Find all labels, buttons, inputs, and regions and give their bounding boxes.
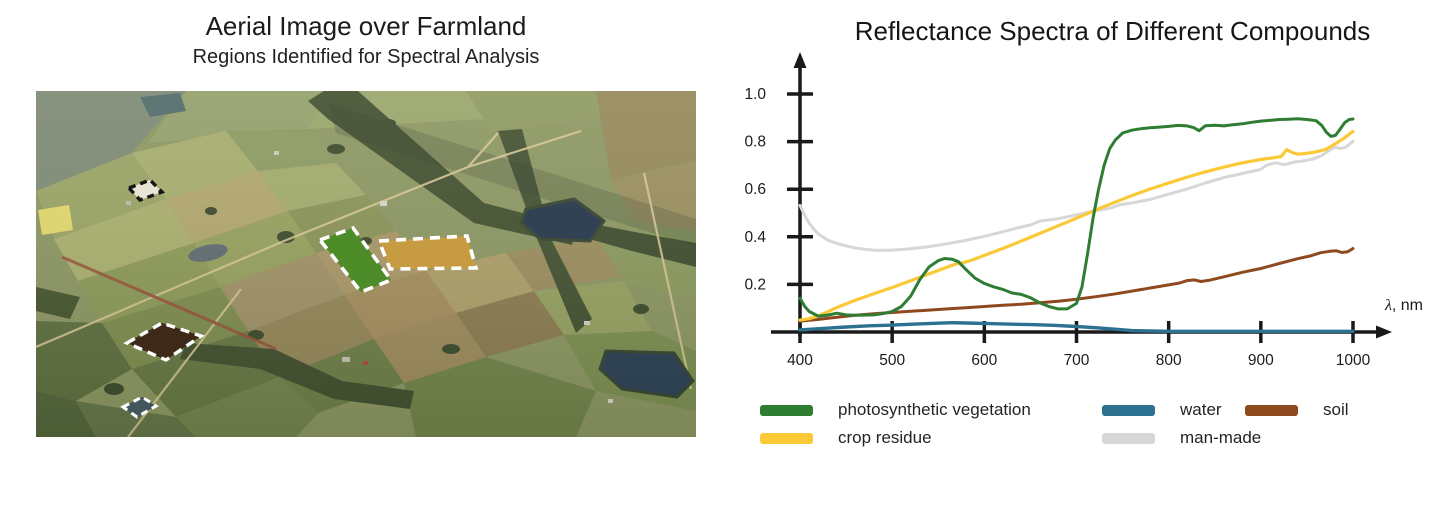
legend-item-water: water <box>1102 400 1222 420</box>
y-tick-label-0.8: 0.8 <box>744 134 766 151</box>
series-water <box>798 321 1355 333</box>
legend-label: photosynthetic vegetation <box>838 400 1031 419</box>
aerial-subtitle: Regions Identified for Spectral Analysis <box>192 45 540 68</box>
x-tick-label-800: 800 <box>1156 352 1182 369</box>
reflectance-chart: 400 500 600 700 800 900 1000 0.2 0.4 0.6 0.8 1.0 λ,… <box>744 52 1423 369</box>
legend-item-crop-residue: crop residue <box>760 428 932 448</box>
legend-swatch-photosynthetic-vegetation <box>760 404 813 416</box>
legend-swatch-man-made <box>1102 432 1155 444</box>
x-tick-label-600: 600 <box>971 352 997 369</box>
chart-legend: photosynthetic vegetation water soil crop r… <box>760 396 1430 458</box>
y-tick-label-0.4: 0.4 <box>744 229 766 246</box>
legend-swatch-crop-residue <box>760 432 813 444</box>
region-man-made <box>126 178 166 202</box>
legend-label: soil <box>1323 400 1349 419</box>
aerial-title: Aerial Image over Farmland <box>205 11 527 41</box>
y-tick-label-1: 1.0 <box>744 86 766 103</box>
x-tick-label-1000: 1000 <box>1336 352 1371 369</box>
region-water <box>120 395 159 419</box>
x-tick-label-900: 900 <box>1248 352 1274 369</box>
aerial-photo <box>36 91 696 437</box>
x-tick-label-400: 400 <box>787 352 813 369</box>
legend-item-photosynthetic-vegetation: photosynthetic vegetation <box>760 400 1031 420</box>
legend-item-soil: soil <box>1245 400 1349 420</box>
region-photosynthetic-vegetation <box>317 225 394 295</box>
x-tick-label-500: 500 <box>879 352 905 369</box>
series-photosynthetic-vegetation <box>798 117 1355 318</box>
legend-label: water <box>1180 400 1222 419</box>
legend-swatch-soil <box>1245 404 1298 416</box>
analysis-regions <box>120 178 479 419</box>
chart-series <box>798 117 1355 333</box>
x-tick-label-700: 700 <box>1064 352 1090 369</box>
chart-ticks: 400 500 600 700 800 900 1000 0.2 0.4 0.6 0.8 1.0 <box>744 86 1370 369</box>
legend-label: man-made <box>1180 428 1262 447</box>
chart-title: Reflectance Spectra of Different Compoun… <box>854 16 1371 46</box>
y-tick-label-0.2: 0.2 <box>744 276 766 293</box>
series-soil <box>798 247 1355 323</box>
legend-item-man-made: man-made <box>1102 428 1261 448</box>
series-crop-residue <box>798 129 1355 322</box>
x-axis-arrow <box>1376 325 1392 339</box>
legend-label: crop residue <box>838 428 932 447</box>
series-man-made <box>798 139 1355 252</box>
y-tick-label-0.6: 0.6 <box>744 181 766 198</box>
y-axis-arrow <box>793 52 807 68</box>
legend-swatch-water <box>1102 404 1155 416</box>
region-soil <box>123 321 205 362</box>
region-crop-residue <box>376 234 479 271</box>
chart-header: Reflectance Spectra of Different Compoun… <box>800 16 1425 47</box>
aerial-header: Aerial Image over Farmland Regions Ident… <box>36 11 696 69</box>
x-axis-label: λ, nm <box>1384 297 1423 314</box>
